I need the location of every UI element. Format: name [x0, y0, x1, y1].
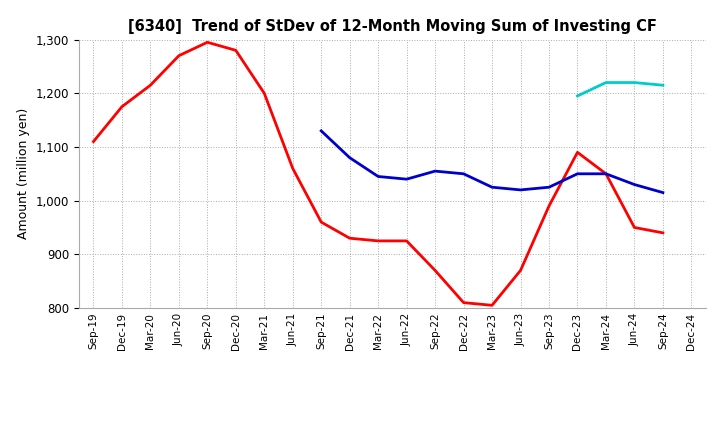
5 Years	[459, 171, 468, 176]
3 Years	[487, 303, 496, 308]
3 Years	[431, 268, 439, 273]
3 Years	[459, 300, 468, 305]
5 Years	[317, 128, 325, 133]
3 Years	[402, 238, 411, 244]
3 Years	[146, 83, 155, 88]
3 Years	[203, 40, 212, 45]
Title: [6340]  Trend of StDev of 12-Month Moving Sum of Investing CF: [6340] Trend of StDev of 12-Month Moving…	[128, 19, 657, 34]
Line: 7 Years: 7 Years	[577, 83, 663, 96]
3 Years	[630, 225, 639, 230]
3 Years	[260, 91, 269, 96]
Y-axis label: Amount (million yen): Amount (million yen)	[17, 108, 30, 239]
5 Years	[659, 190, 667, 195]
5 Years	[487, 185, 496, 190]
3 Years	[346, 235, 354, 241]
3 Years	[89, 139, 98, 144]
Line: 3 Years: 3 Years	[94, 42, 663, 305]
5 Years	[630, 182, 639, 187]
5 Years	[402, 176, 411, 182]
3 Years	[516, 268, 525, 273]
7 Years	[602, 80, 611, 85]
3 Years	[602, 171, 611, 176]
7 Years	[630, 80, 639, 85]
5 Years	[573, 171, 582, 176]
Line: 5 Years: 5 Years	[321, 131, 663, 193]
5 Years	[545, 185, 554, 190]
7 Years	[573, 93, 582, 99]
3 Years	[232, 48, 240, 53]
5 Years	[602, 171, 611, 176]
3 Years	[174, 53, 183, 59]
3 Years	[289, 166, 297, 171]
3 Years	[117, 104, 126, 109]
5 Years	[346, 155, 354, 160]
3 Years	[317, 220, 325, 225]
5 Years	[516, 187, 525, 193]
3 Years	[659, 230, 667, 235]
5 Years	[374, 174, 382, 179]
5 Years	[431, 169, 439, 174]
7 Years	[659, 83, 667, 88]
3 Years	[573, 150, 582, 155]
3 Years	[545, 203, 554, 209]
3 Years	[374, 238, 382, 244]
